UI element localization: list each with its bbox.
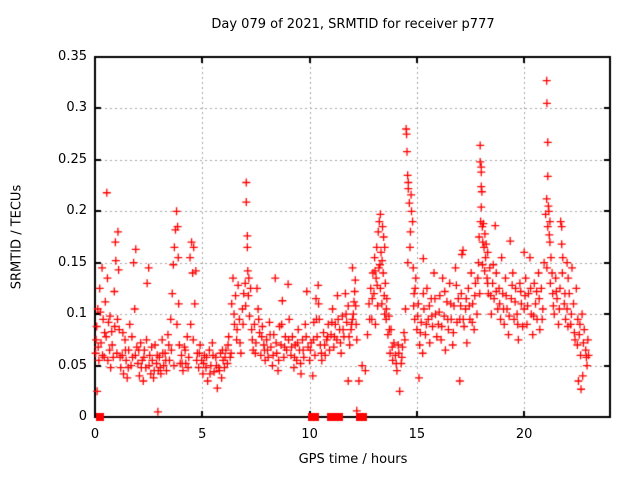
- y-tick-label: 0: [78, 409, 87, 424]
- y-tick-label: 0.25: [58, 151, 87, 167]
- y-axis-label: SRMTID / TECUs: [9, 184, 25, 290]
- x-tick-label: 0: [90, 427, 100, 442]
- y-tick-label: 0.15: [58, 254, 87, 270]
- y-tick-label: 0.1: [66, 306, 87, 322]
- x-tick-label: 20: [515, 427, 533, 442]
- x-tick-label: 10: [301, 427, 318, 442]
- y-tick-label: 0.3: [66, 100, 87, 116]
- y-tick-label: 0.05: [58, 357, 87, 373]
- y-tick-label: 0.35: [58, 49, 87, 64]
- x-tick-label: 15: [408, 427, 426, 442]
- y-tick-label: 0.2: [66, 203, 87, 219]
- x-axis-label: GPS time / hours: [298, 452, 408, 467]
- x-tick-label: 5: [198, 427, 207, 442]
- chart-title: Day 079 of 2021, SRMTID for receiver p77…: [211, 17, 495, 32]
